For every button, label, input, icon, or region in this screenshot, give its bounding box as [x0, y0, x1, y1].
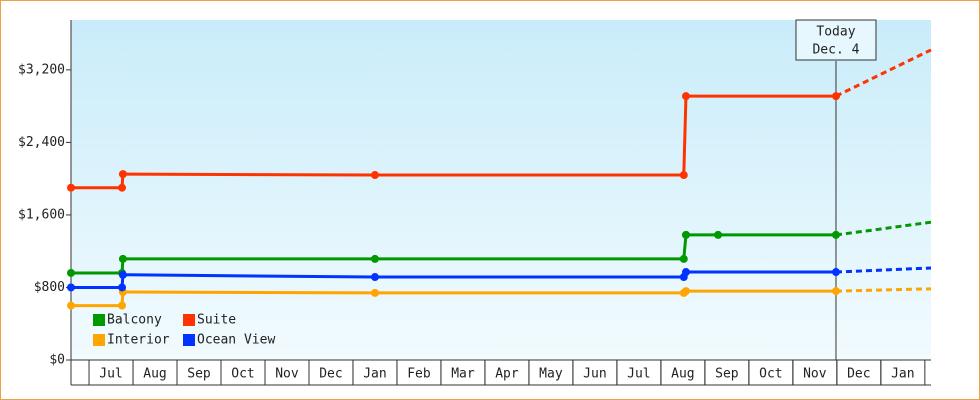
y-tick-label: $2,400	[18, 135, 65, 150]
price-point	[681, 92, 690, 101]
x-tick-label: Oct	[231, 367, 254, 382]
forecast-line	[835, 220, 932, 237]
legend-swatch	[93, 314, 105, 326]
price-point	[118, 183, 127, 192]
y-tick-label: $1,600	[18, 207, 65, 222]
x-tick-label: Sep	[187, 367, 211, 382]
today-box	[795, 19, 877, 61]
price-point	[118, 301, 127, 310]
price-point	[370, 254, 379, 263]
x-tick-label: Dec	[319, 367, 342, 382]
price-point	[370, 171, 379, 180]
legend-label: Interior	[107, 333, 170, 348]
price-point	[681, 268, 690, 277]
x-tick-label: Aug	[671, 367, 694, 382]
price-point	[118, 170, 127, 179]
legend-swatch	[183, 314, 195, 326]
price-point	[370, 288, 379, 297]
x-tick-label: Nov	[803, 367, 827, 382]
today-date: Dec. 4	[812, 43, 859, 58]
legend-label: Suite	[197, 313, 236, 328]
x-tick-label: Nov	[275, 367, 299, 382]
x-tick-label: Dec	[847, 367, 870, 382]
price-point	[118, 254, 127, 263]
x-tick-label: Jan	[363, 367, 386, 382]
price-point	[714, 230, 723, 239]
x-tick-label: Mar	[451, 367, 475, 382]
price-point	[67, 183, 75, 192]
price-point	[67, 301, 75, 310]
legend-swatch	[93, 334, 105, 346]
forecast-line	[835, 287, 932, 293]
price-point	[118, 283, 127, 292]
legend-label: Ocean View	[197, 333, 275, 348]
x-tick-label: Sep	[715, 367, 739, 382]
price-point	[370, 273, 379, 282]
x-tick-label: Jul	[99, 367, 122, 382]
x-tick-label: Jan	[891, 367, 914, 382]
price-point	[67, 283, 75, 292]
today-label: Today	[816, 25, 855, 40]
y-tick-label: $3,200	[18, 62, 65, 77]
forecast-line	[835, 48, 932, 98]
x-tick-label: Aug	[143, 367, 166, 382]
price-point	[831, 230, 840, 239]
price-point	[67, 268, 75, 277]
x-tick-label: Feb	[407, 367, 431, 382]
y-tick-label: $0	[49, 353, 65, 368]
forecast-line	[835, 266, 932, 274]
price-point	[679, 254, 688, 263]
price-point	[679, 171, 688, 180]
price-point	[831, 268, 840, 277]
x-axis-band	[71, 360, 931, 385]
legend-label: Balcony	[107, 313, 162, 328]
legend-swatch	[183, 334, 195, 346]
x-tick-label: Jun	[583, 367, 606, 382]
price-point	[681, 230, 690, 239]
x-tick-label: Jul	[627, 367, 650, 382]
price-point	[118, 270, 127, 279]
y-tick-label: $800	[34, 280, 65, 295]
plot-area	[71, 20, 931, 360]
price-point	[681, 287, 690, 296]
price-point	[831, 287, 840, 296]
x-tick-label: Apr	[495, 367, 519, 382]
x-tick-label: May	[539, 367, 563, 382]
price-point	[831, 92, 840, 101]
x-tick-label: Oct	[759, 367, 782, 382]
